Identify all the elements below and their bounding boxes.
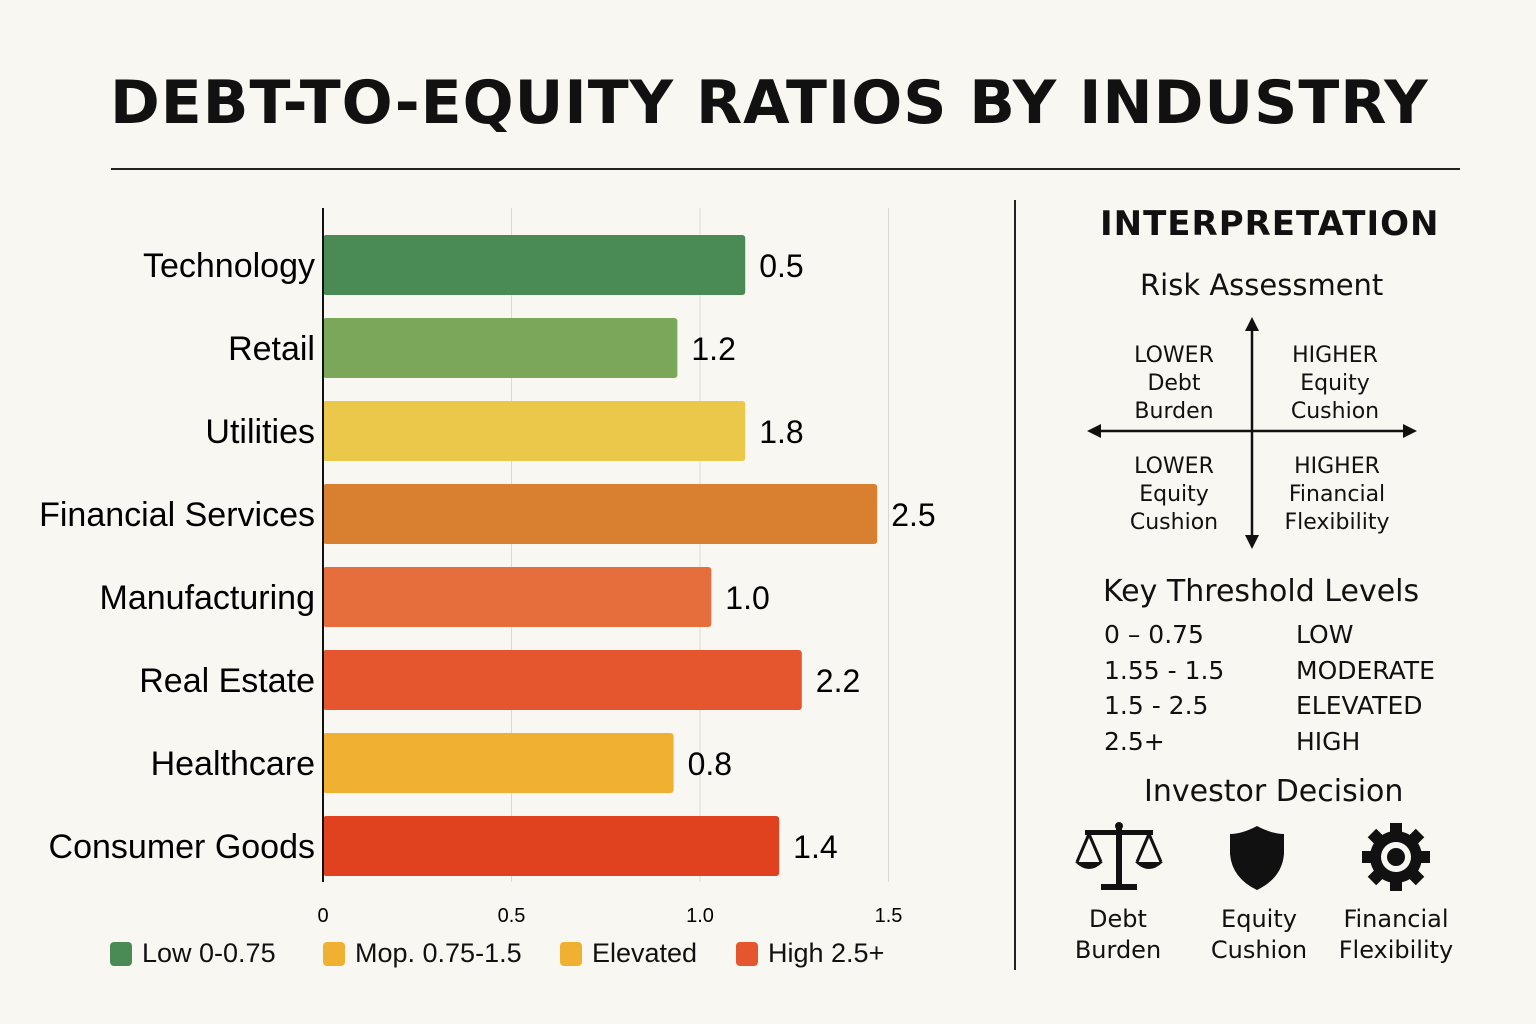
quadrant-line: Equity	[1300, 371, 1370, 396]
bar	[323, 816, 780, 876]
icon-label-line: Financial	[1343, 905, 1449, 933]
arrow-left-icon	[1087, 424, 1101, 438]
quadrant-line: LOWER	[1134, 454, 1214, 479]
category-label: Consumer Goods	[49, 828, 315, 866]
icon-label-line: Flexibility	[1338, 936, 1454, 964]
quadrant-line: Flexibility	[1284, 510, 1390, 535]
threshold-range: 1.5 - 2.5	[1104, 691, 1209, 720]
title-divider	[111, 168, 1460, 170]
quadrant-line: Equity	[1139, 482, 1209, 507]
gear-icon	[1362, 823, 1430, 891]
x-tick-label: 0	[317, 905, 328, 927]
bar	[323, 235, 746, 295]
quadrant-bottom-left: LOWER Equity Cushion	[1094, 453, 1254, 537]
category-label: Manufacturing	[100, 579, 315, 617]
icon-label-debt-burden: Debt Burden	[1038, 904, 1198, 966]
quadrant-line: Financial	[1288, 482, 1386, 507]
x-tick-label: 1.5	[875, 905, 903, 927]
quadrant-line: LOWER	[1134, 343, 1214, 368]
legend-label: Mop. 0.75-1.5	[355, 938, 522, 968]
panel-divider	[1014, 200, 1016, 970]
quadrant-line: HIGHER	[1292, 343, 1378, 368]
arrow-up-icon	[1245, 317, 1259, 331]
bar	[323, 650, 802, 710]
scale-icon	[1075, 822, 1163, 890]
icon-label-line: Equity	[1221, 905, 1297, 933]
data-label: 2.5	[891, 497, 935, 533]
category-label: Financial Services	[39, 496, 315, 534]
threshold-title: Key Threshold Levels	[1103, 574, 1420, 609]
data-label: 1.0	[725, 580, 769, 616]
quadrant-bottom-right: HIGHER Financial Flexibility	[1257, 453, 1417, 537]
bar	[323, 567, 712, 627]
quadrant-line: Cushion	[1290, 399, 1380, 424]
arrow-down-icon	[1245, 535, 1259, 549]
quadrant-top-right: HIGHER Equity Cushion	[1255, 342, 1415, 426]
data-label: 1.8	[759, 414, 803, 450]
legend-item-high: High 2.5+	[736, 938, 884, 969]
icon-label-equity-cushion: Equity Cushion	[1179, 904, 1339, 966]
quadrant-line: Cushion	[1129, 510, 1219, 535]
bar-chart: 0 0.5 1.0 1.5 Technology 0.5 Retail 1.2 Utilitie…	[39, 208, 936, 927]
category-label: Real Estate	[139, 662, 315, 700]
category-label: Utilities	[205, 413, 315, 451]
data-label: 0.5	[759, 248, 803, 284]
quadrant-line: Burden	[1134, 399, 1214, 424]
quadrant-line: HIGHER	[1294, 454, 1380, 479]
legend-label: High 2.5+	[768, 938, 885, 968]
legend-swatch	[323, 941, 345, 966]
category-label: Retail	[228, 330, 315, 368]
legend-label: Elevated	[592, 938, 698, 968]
data-label: 2.2	[816, 663, 860, 699]
x-tick-label: 1.0	[686, 905, 714, 927]
bar	[323, 401, 746, 461]
legend-item-moderate: Mop. 0.75-1.5	[323, 938, 522, 969]
bar	[323, 733, 674, 793]
threshold-range: 0 – 0.75	[1104, 620, 1204, 649]
icon-label-line: Cushion	[1210, 936, 1308, 964]
legend-swatch	[110, 941, 132, 966]
legend-label: Low 0-0.75	[142, 938, 276, 968]
data-label: 1.2	[691, 331, 735, 367]
threshold-range: 1.55 - 1.5	[1104, 656, 1225, 685]
threshold-level: HIGH	[1296, 727, 1361, 756]
panel-heading: INTERPRETATION	[1100, 204, 1440, 244]
icon-label-financial-flexibility: Financial Flexibility	[1316, 904, 1476, 966]
legend-swatch	[560, 941, 582, 966]
icon-label-line: Debt	[1089, 905, 1147, 933]
bar	[323, 484, 878, 544]
threshold-level: LOW	[1296, 620, 1354, 649]
arrow-right-icon	[1403, 424, 1417, 438]
quadrant-line: Debt	[1147, 371, 1201, 396]
x-tick-label: 0.5	[498, 905, 526, 927]
quadrant-axes	[1087, 317, 1417, 549]
data-label: 1.4	[793, 829, 837, 865]
icon-label-line: Burden	[1074, 936, 1162, 964]
data-label: 0.8	[688, 746, 732, 782]
risk-title: Risk Assessment	[1140, 268, 1384, 302]
legend-swatch	[736, 941, 758, 966]
quadrant-top-left: LOWER Debt Burden	[1094, 342, 1254, 426]
threshold-level: ELEVATED	[1296, 691, 1423, 720]
legend-item-low: Low 0-0.75	[110, 938, 276, 969]
category-label: Healthcare	[151, 745, 315, 783]
decision-title: Investor Decision	[1144, 774, 1404, 809]
page-title: DEBT-TO-EQUITY RATIOS BY INDUSTRY	[110, 68, 1429, 138]
threshold-range: 2.5+	[1104, 727, 1165, 756]
threshold-level: MODERATE	[1296, 656, 1435, 685]
bar	[323, 318, 678, 378]
category-label: Technology	[143, 247, 315, 285]
shield-icon	[1230, 826, 1284, 890]
legend-item-elevated: Elevated	[560, 938, 697, 969]
